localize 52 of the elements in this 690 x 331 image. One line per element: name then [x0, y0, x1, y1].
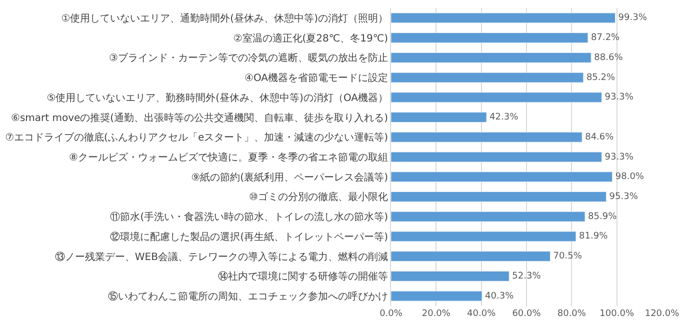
data-label: 93.3%: [604, 92, 634, 103]
data-label: 40.3%: [485, 291, 514, 302]
y-tick-label: ⑤使用していないエリア、勤務時間外(昼休み、休憩中等)の消灯（OA機器）: [46, 92, 388, 104]
x-tick-label: 80.0%: [557, 309, 586, 319]
data-label: 99.3%: [618, 13, 648, 24]
data-label: 93.3%: [604, 152, 634, 162]
y-tick-label: ⑨紙の節約(裏紙利用、ペーパーレス会議等): [191, 171, 388, 184]
bar: [391, 211, 586, 222]
y-tick-label: ④OA機器を省節電モードに設定: [244, 72, 388, 84]
x-tick-label: 60.0%: [512, 309, 542, 319]
y-tick-label: ⑬ノー残業デー、WEB会議、テレワークの導入等による電力、燃料の削減: [54, 250, 388, 263]
bar: [391, 251, 550, 262]
bar: [391, 152, 602, 162]
bar: [391, 52, 592, 63]
data-label: 52.3%: [512, 271, 542, 282]
y-tick-label: ⑭社内で環境に関する研修等の開催等: [218, 270, 388, 283]
y-tick-label: ⑥smart moveの推奨(通勤、出張時等の公共交通機関、自転車、徒歩を取り入れる): [11, 112, 388, 124]
y-tick-label: ⑧クールビズ・ウォームビズで快適に。夏季・冬季の省エネ節電の取組: [69, 152, 388, 164]
bar: [391, 92, 602, 103]
x-tick-label: 40.0%: [467, 309, 496, 319]
y-tick-label: ⑩ゴミの分別の徹底、最小限化: [249, 191, 388, 204]
bar: [391, 132, 582, 142]
y-tick-label: ①使用していないエリア、通勤時間外(昼休み、休憩中等)の消灯（照明）: [61, 12, 388, 24]
y-tick-label: ②室温の適正化(夏28℃、冬19℃): [233, 32, 388, 44]
bar: [391, 72, 584, 83]
x-tick-label: 100.0%: [600, 309, 634, 319]
data-label: 95.3%: [609, 192, 638, 202]
x-tick-label: 0.0%: [380, 309, 403, 319]
data-label: 42.3%: [490, 112, 519, 123]
y-tick-label: ⑪節水(手洗い・食器洗い時の節水、トイレの流し水の節水等): [110, 211, 388, 224]
x-tick-label: 120.0%: [644, 309, 680, 319]
data-label: 85.9%: [588, 212, 618, 222]
data-label: 98.0%: [615, 172, 644, 182]
bar: [391, 32, 588, 44]
bar: [391, 270, 510, 282]
bar: [391, 231, 576, 242]
bar: [391, 290, 482, 302]
y-tick-label: ⑫環境に配慮した製品の選択(再生紙、トイレットペーパー等): [110, 230, 388, 243]
data-label: 85.2%: [586, 72, 616, 83]
data-label: 70.5%: [553, 252, 582, 262]
bar: [391, 112, 487, 122]
data-label: 88.6%: [594, 52, 624, 63]
bar: [391, 172, 613, 182]
bar: [391, 192, 606, 202]
x-tick-label: 20.0%: [422, 309, 451, 319]
data-label: 87.2%: [590, 33, 620, 44]
y-tick-label: ③ブラインド・カーテン等での冷気の遮断、暖気の放出を防止: [109, 52, 388, 64]
y-tick-label: ⑦エコドライブの徹底(ふんわりアクセル「eスタート」、加速・減速の少ない運転等): [5, 132, 388, 144]
data-label: 84.6%: [585, 132, 614, 142]
bar: [391, 12, 616, 24]
data-label: 81.9%: [578, 232, 608, 242]
y-tick-label: ⑮いわてわんこ節電所の周知、エコチェック参加への呼びかけ: [108, 290, 388, 303]
